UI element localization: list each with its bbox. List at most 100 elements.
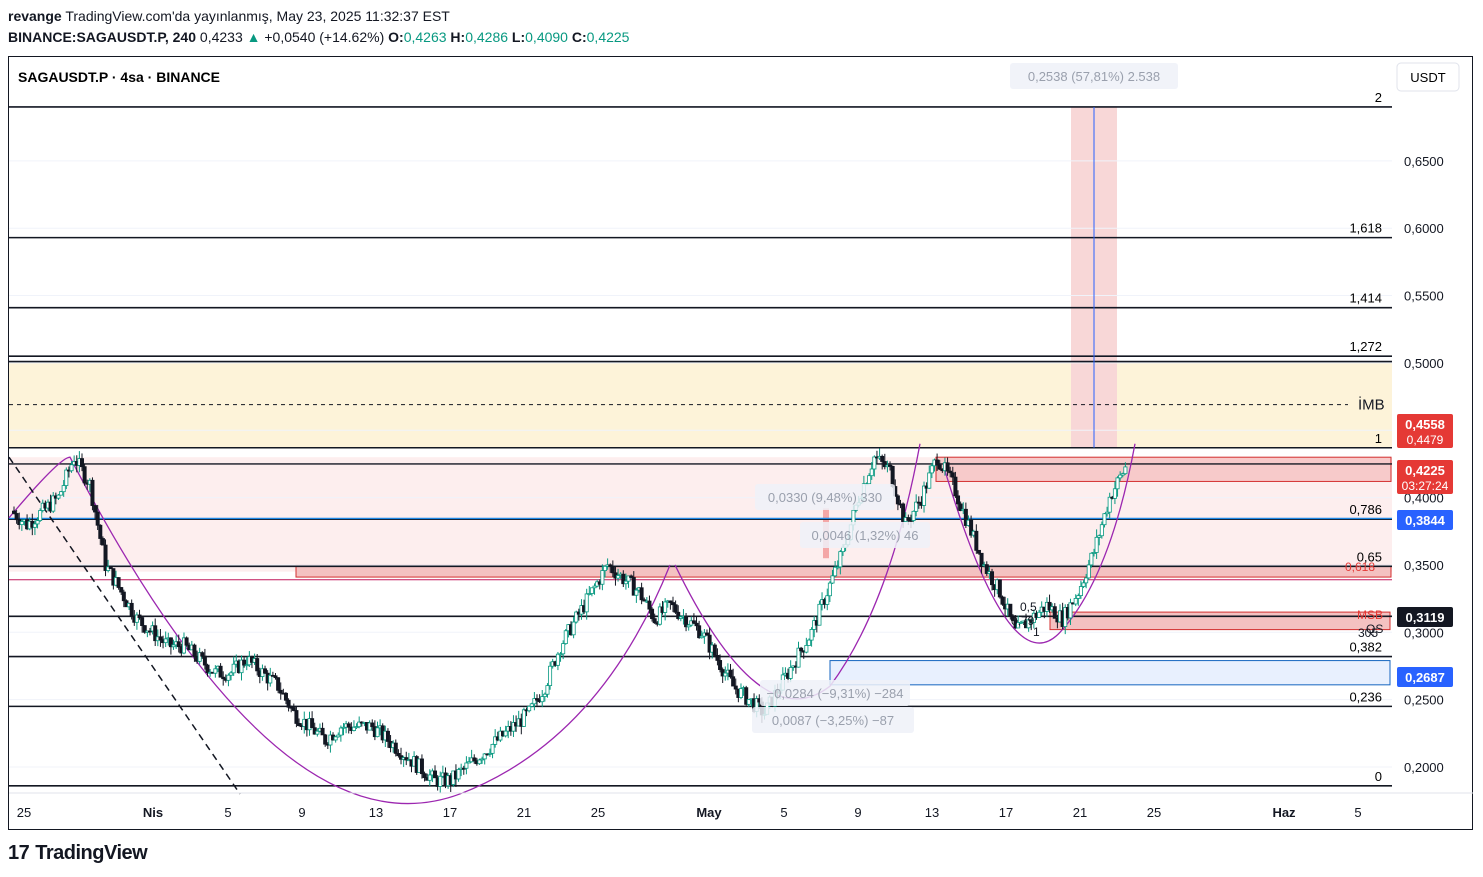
chart-frame[interactable] — [8, 56, 1473, 830]
chart-header: revange TradingView.com'da yayınlanmış, … — [8, 6, 629, 48]
candle-body — [140, 617, 145, 626]
candle-body — [286, 699, 291, 708]
candle-body — [464, 762, 469, 769]
candle-body — [1123, 466, 1128, 475]
x-tick-label: 25 — [1147, 805, 1161, 820]
candle-body — [629, 575, 634, 578]
candle-body — [1026, 619, 1031, 629]
candle-body — [393, 742, 398, 754]
candle-body — [61, 485, 66, 493]
candle-body — [555, 653, 560, 666]
price-badge-sub: 0,4479 — [1407, 433, 1444, 447]
candle-body — [558, 653, 563, 656]
fib-1-label: 1 — [1033, 625, 1040, 639]
x-tick-label: 9 — [298, 805, 305, 820]
candle-body — [723, 672, 728, 677]
level-305-label: 305 — [1358, 626, 1378, 640]
candle-body — [229, 672, 234, 676]
candle-body — [19, 521, 24, 526]
candle-body — [98, 524, 103, 539]
candle-body — [354, 726, 359, 729]
candle-body — [997, 579, 1002, 598]
candle-body — [192, 644, 197, 657]
candle-body — [587, 593, 592, 595]
candle-body — [346, 723, 351, 728]
currency-label: USDT — [1410, 70, 1445, 85]
candle-body — [1105, 511, 1110, 515]
candle-body — [804, 645, 809, 653]
candle-body — [571, 621, 576, 636]
candle-body — [937, 464, 942, 470]
candle-body — [1094, 536, 1099, 553]
measure-box — [752, 707, 914, 733]
candle-body — [953, 476, 958, 497]
currency-button[interactable]: USDT — [1396, 62, 1460, 92]
candle-body — [869, 468, 874, 477]
price-badge — [1397, 460, 1453, 494]
price-change: +0,0540 (+14.62%) — [264, 29, 385, 45]
candle-body — [589, 587, 594, 594]
candle-body — [521, 709, 526, 727]
candle-body — [799, 647, 804, 652]
candle-body — [147, 630, 152, 633]
x-tick-label: 25 — [17, 805, 31, 820]
candle-body — [472, 757, 477, 762]
candle-body — [419, 758, 424, 775]
x-tick-label: 17 — [443, 805, 457, 820]
candle-body — [715, 655, 720, 661]
up-arrow-icon: ▲ — [246, 29, 261, 45]
measure-label: 0,2538 (57,81%) 2.538 — [1028, 69, 1160, 84]
candle-body — [676, 611, 681, 619]
msb-label: MSB — [1357, 608, 1383, 622]
candle-body — [684, 615, 689, 628]
candle-body — [969, 519, 974, 536]
candle-body — [563, 630, 568, 644]
candle-body — [184, 637, 189, 646]
candle-body — [728, 669, 733, 678]
candle-body — [351, 726, 356, 731]
candle-body — [882, 461, 887, 468]
candle-body — [385, 730, 390, 742]
candle-body — [202, 655, 207, 666]
candle-body — [69, 464, 74, 472]
candle-body — [1018, 622, 1023, 624]
candle-body — [535, 698, 540, 701]
candle-body — [647, 600, 652, 610]
candle-body — [895, 495, 900, 505]
low-label: L: — [511, 29, 526, 45]
candle-body — [584, 593, 589, 613]
candle-body — [731, 676, 736, 687]
demand-zone — [829, 660, 1391, 686]
candle-body — [548, 665, 553, 686]
candle-body — [121, 591, 126, 602]
y-tick-label: 0,3500 — [1404, 558, 1444, 573]
open-value: 0,4263 — [403, 29, 447, 45]
candle-body — [108, 566, 113, 569]
candle-body — [974, 530, 979, 551]
x-tick-label: 13 — [925, 805, 939, 820]
candle-body — [221, 676, 226, 680]
candle-body — [32, 523, 37, 528]
candle-body — [744, 687, 749, 705]
candle-body — [64, 469, 69, 486]
candle-body — [205, 664, 210, 674]
candle-body — [142, 625, 147, 633]
price-badge-value: 0,2687 — [1405, 670, 1445, 685]
candle-body — [540, 696, 545, 703]
imb-label: İMB — [1358, 396, 1385, 414]
y-tick-label: 0,6000 — [1404, 221, 1444, 236]
x-tick-label: 17 — [999, 805, 1013, 820]
measure-box — [755, 484, 895, 510]
candle-body — [827, 582, 832, 597]
candle-body — [545, 685, 550, 695]
candle-body — [1076, 595, 1081, 599]
tradingview-logo[interactable]: 17 TradingView — [8, 842, 148, 865]
candle-body — [867, 475, 872, 485]
candle-body — [90, 479, 95, 506]
candle-body — [100, 538, 105, 546]
measure-box — [760, 680, 910, 706]
candle-body — [616, 575, 621, 579]
candle-body — [297, 723, 302, 727]
candle-body — [806, 639, 811, 646]
